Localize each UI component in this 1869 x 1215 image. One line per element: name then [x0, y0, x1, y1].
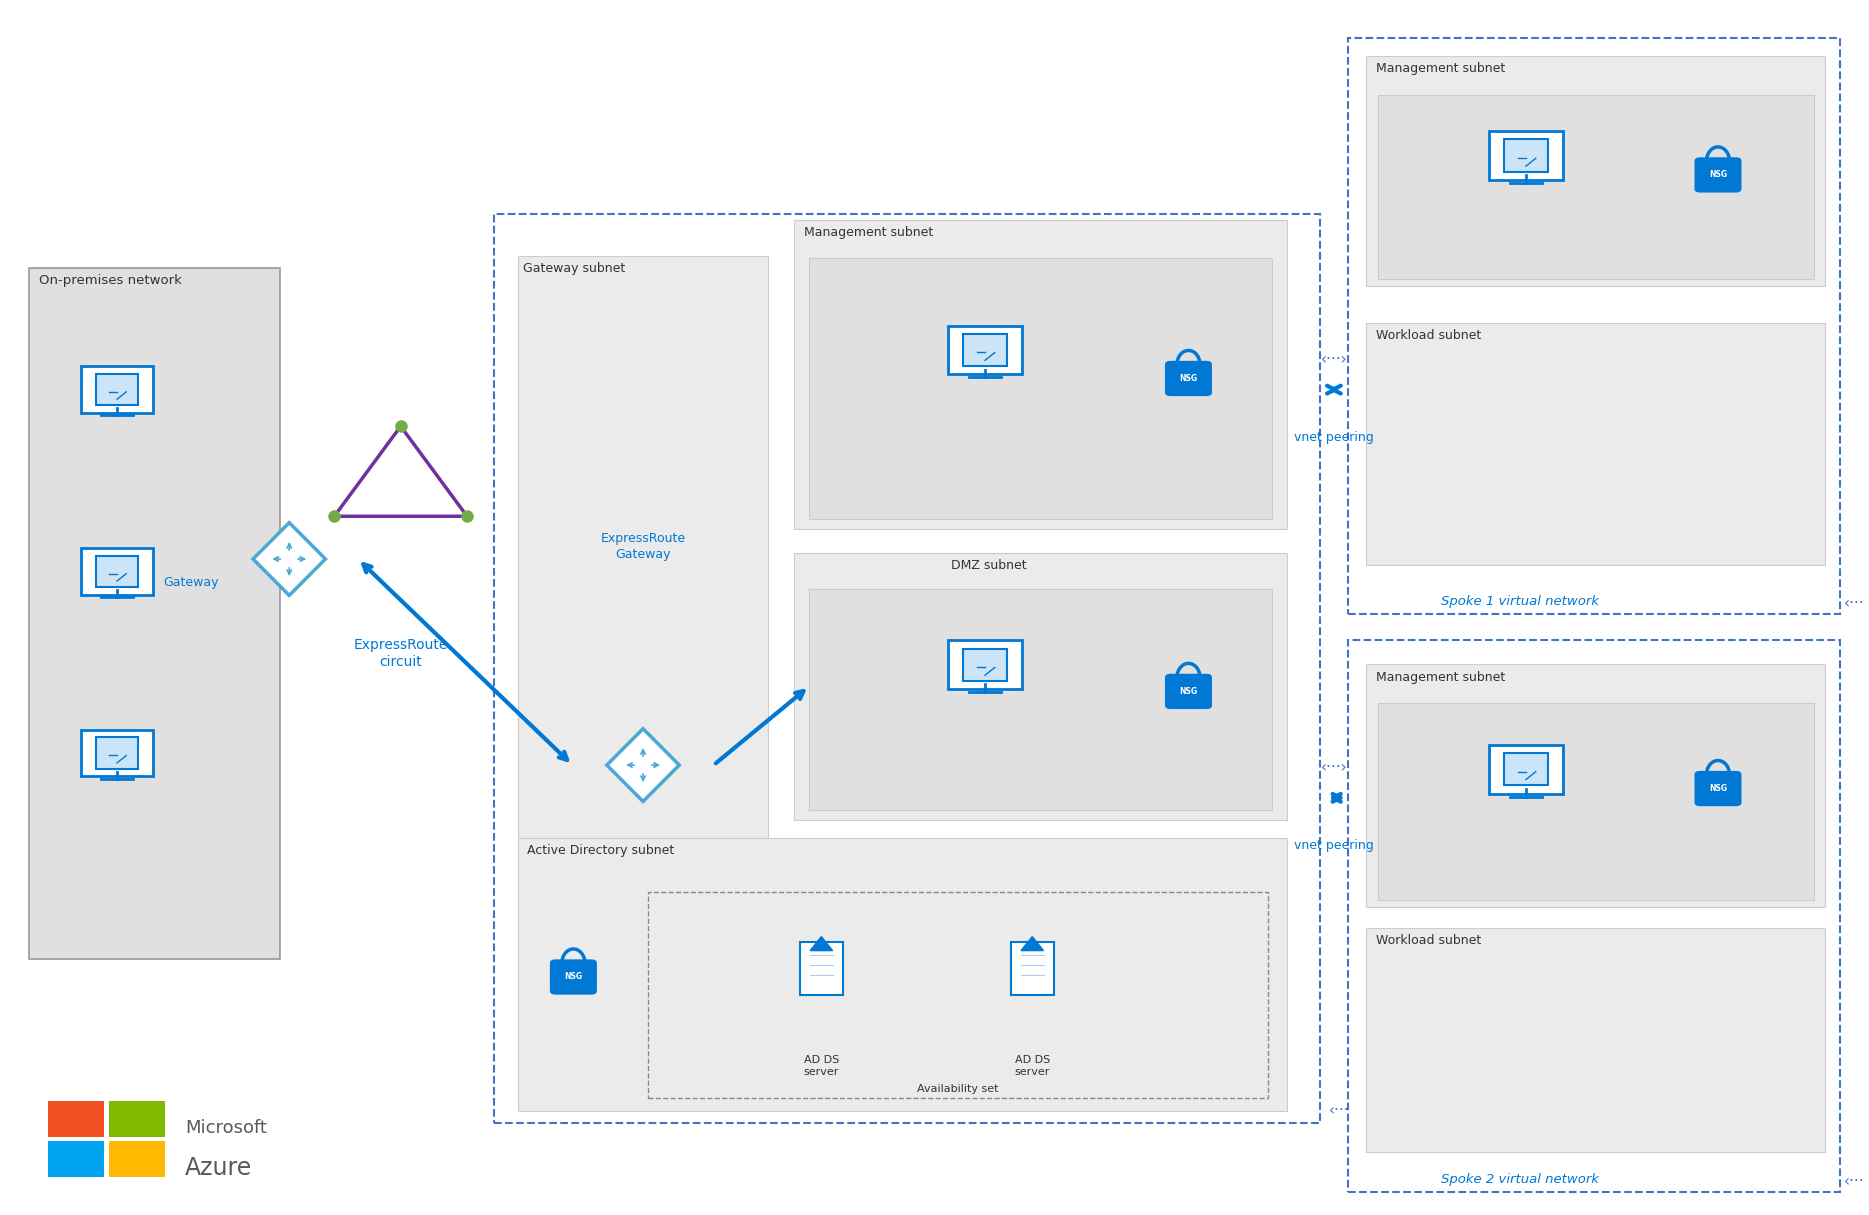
Text: NSG: NSG: [564, 972, 583, 982]
Text: Spoke 2 virtual network: Spoke 2 virtual network: [1441, 1172, 1600, 1186]
Text: DMZ subnet: DMZ subnet: [951, 559, 1026, 572]
Text: ExpressRoute
Gateway: ExpressRoute Gateway: [600, 532, 686, 561]
Text: Active Directory subnet: Active Directory subnet: [527, 844, 675, 857]
Bar: [493, 214, 1320, 1123]
Text: Availability set: Availability set: [918, 1084, 998, 1094]
FancyBboxPatch shape: [82, 730, 153, 776]
FancyBboxPatch shape: [549, 960, 596, 995]
Text: NSG: NSG: [1179, 374, 1198, 383]
Bar: [30, 269, 280, 959]
FancyBboxPatch shape: [1164, 361, 1211, 396]
Text: NSG: NSG: [1708, 170, 1727, 180]
Text: Jumpbox: Jumpbox: [1499, 877, 1553, 889]
FancyBboxPatch shape: [1695, 157, 1742, 192]
Bar: [1366, 323, 1826, 565]
Bar: [1366, 665, 1826, 906]
FancyBboxPatch shape: [82, 548, 153, 594]
FancyBboxPatch shape: [800, 942, 843, 995]
Bar: [108, 1141, 164, 1177]
Polygon shape: [607, 729, 678, 802]
FancyBboxPatch shape: [1695, 770, 1742, 807]
Bar: [108, 1101, 164, 1137]
Text: Management subnet: Management subnet: [1376, 62, 1505, 75]
Text: NSG: NSG: [1179, 686, 1198, 696]
FancyBboxPatch shape: [963, 649, 1007, 682]
Bar: [49, 1141, 103, 1177]
Text: On-premises network: On-premises network: [39, 275, 181, 287]
FancyBboxPatch shape: [95, 374, 138, 405]
Bar: [1348, 38, 1839, 614]
Bar: [1377, 95, 1815, 279]
Text: ‹···›: ‹···›: [1321, 352, 1348, 367]
FancyBboxPatch shape: [95, 738, 138, 769]
Text: AD DS
server: AD DS server: [1015, 1055, 1050, 1076]
Text: Workload subnet: Workload subnet: [1376, 329, 1480, 341]
Bar: [809, 589, 1271, 810]
Text: NVA: NVA: [972, 785, 998, 798]
Polygon shape: [252, 522, 325, 595]
Text: ‹···: ‹···: [1843, 1175, 1865, 1189]
Bar: [794, 553, 1286, 820]
Bar: [1366, 56, 1826, 287]
FancyBboxPatch shape: [1505, 140, 1548, 173]
Text: vnet peering: vnet peering: [1293, 431, 1374, 445]
Bar: [1348, 640, 1839, 1192]
Text: Management subnet: Management subnet: [1376, 671, 1505, 684]
Text: ‹···: ‹···: [1329, 1103, 1349, 1118]
Text: Jumpbox: Jumpbox: [959, 493, 1011, 507]
Text: vnet peering: vnet peering: [1293, 840, 1374, 853]
Polygon shape: [1020, 937, 1043, 950]
FancyBboxPatch shape: [1164, 674, 1211, 710]
Bar: [49, 1101, 103, 1137]
Text: Gateway: Gateway: [163, 576, 219, 589]
Text: Microsoft: Microsoft: [185, 1119, 267, 1137]
FancyBboxPatch shape: [82, 366, 153, 413]
Text: ‹···›: ‹···›: [1321, 761, 1348, 775]
Text: NSG: NSG: [1708, 784, 1727, 793]
FancyBboxPatch shape: [95, 555, 138, 587]
FancyBboxPatch shape: [948, 326, 1022, 374]
Text: ExpressRoute
circuit: ExpressRoute circuit: [353, 638, 449, 669]
Text: Workload subnet: Workload subnet: [1376, 933, 1480, 946]
Bar: [518, 256, 768, 983]
Text: Gateway subnet: Gateway subnet: [523, 262, 626, 275]
Bar: [1366, 927, 1826, 1152]
FancyBboxPatch shape: [1011, 942, 1054, 995]
Text: Hub virtual network: Hub virtual network: [813, 1101, 951, 1114]
Bar: [794, 220, 1286, 529]
Text: AD DS
server: AD DS server: [804, 1055, 839, 1076]
FancyBboxPatch shape: [1505, 753, 1548, 785]
Bar: [518, 838, 1286, 1111]
Bar: [809, 259, 1271, 519]
Bar: [649, 892, 1267, 1098]
FancyBboxPatch shape: [948, 640, 1022, 689]
FancyBboxPatch shape: [1490, 745, 1562, 793]
Text: Jumpbox: Jumpbox: [1499, 256, 1553, 270]
Text: Azure: Azure: [185, 1157, 252, 1180]
Text: ‹···: ‹···: [1843, 597, 1865, 611]
Polygon shape: [809, 937, 832, 950]
FancyBboxPatch shape: [1490, 131, 1562, 180]
Text: Spoke 1 virtual network: Spoke 1 virtual network: [1441, 594, 1600, 608]
Bar: [1377, 703, 1815, 899]
FancyBboxPatch shape: [963, 334, 1007, 366]
Text: Management subnet: Management subnet: [804, 226, 933, 238]
